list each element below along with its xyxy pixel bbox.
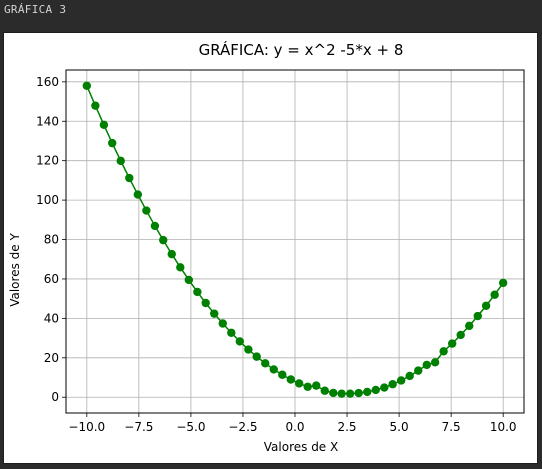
data-point [473, 311, 482, 321]
data-point [142, 206, 151, 215]
y-tick-label: 140 [36, 114, 59, 128]
data-point [210, 309, 219, 318]
x-axis-label: Valores de X [264, 440, 338, 454]
figure-frame: GRÁFICA: y = x^2 -5*x + 8 −10.0 −7.5 −5.0−… [3, 32, 538, 464]
x-axis-ticks: −10.0 −7.5 −5.0 −2.5 0.0 2.5 5.0 7.5 10.0 [68, 413, 517, 434]
data-point [380, 383, 389, 392]
data-point [218, 319, 227, 328]
data-point [456, 330, 465, 340]
data-point [294, 379, 304, 388]
data-point [354, 388, 363, 398]
grid-lines [66, 70, 524, 413]
data-point [261, 359, 270, 368]
y-axis-label: Valores de Y [8, 233, 22, 307]
data-point [278, 370, 287, 379]
x-tick-label: −7.5 [124, 420, 153, 434]
y-tick-label: 40 [44, 311, 59, 325]
data-point [235, 337, 245, 346]
data-point [227, 328, 236, 337]
data-point [329, 388, 338, 398]
data-point [201, 298, 210, 308]
data-point [91, 101, 100, 110]
data-point [167, 249, 176, 259]
data-point [193, 287, 202, 297]
y-tick-label: 20 [44, 351, 59, 365]
data-point [337, 389, 346, 398]
data-point [371, 385, 380, 395]
y-tick-label: 80 [44, 233, 59, 247]
data-point [396, 376, 406, 385]
data-point [252, 352, 261, 361]
y-tick-label: 120 [36, 154, 59, 168]
data-point [312, 381, 321, 390]
data-point [303, 382, 312, 391]
y-tick-label: 100 [36, 193, 59, 207]
data-point [490, 290, 499, 299]
data-point [150, 221, 160, 231]
data-point [159, 235, 168, 245]
data-point [345, 389, 355, 398]
x-tick-label: −5.0 [176, 420, 205, 434]
data-point [108, 138, 117, 148]
data-point [244, 345, 253, 354]
data-point [176, 263, 185, 272]
x-tick-label: 2.5 [337, 420, 356, 434]
x-tick-label: 7.5 [442, 420, 461, 434]
data-point [99, 120, 109, 130]
data-point [286, 375, 296, 384]
chart-title: GRÁFICA: y = x^2 -5*x + 8 [199, 40, 404, 59]
data-point [405, 371, 414, 381]
data-point [320, 386, 329, 395]
data-point [422, 360, 431, 370]
data-point [498, 278, 508, 288]
data-point [430, 358, 440, 367]
data-point [439, 347, 448, 356]
data-point [414, 366, 423, 375]
data-point [116, 156, 125, 166]
y-axis-ticks: 0 20 40 60 80 100 120 140 160 [36, 75, 66, 404]
window-title: GRÁFICA 3 [4, 3, 67, 16]
data-point [269, 365, 278, 374]
data-markers-layer [82, 81, 508, 398]
data-point [388, 380, 397, 389]
data-point [447, 339, 457, 348]
y-tick-label: 160 [36, 75, 59, 89]
chart-svg: GRÁFICA: y = x^2 -5*x + 8 −10.0 −7.5 −5.0−… [8, 40, 525, 454]
data-point [481, 301, 491, 310]
x-tick-label: 5.0 [390, 420, 409, 434]
x-tick-label: −10.0 [68, 420, 105, 434]
data-point [363, 387, 372, 397]
data-point [133, 190, 143, 199]
data-point [82, 81, 92, 90]
x-tick-label: −2.5 [228, 420, 257, 434]
data-point [125, 173, 134, 183]
data-point [465, 321, 474, 331]
y-tick-label: 60 [44, 272, 59, 286]
y-tick-label: 0 [51, 390, 59, 404]
x-tick-label: 0.0 [285, 420, 304, 434]
data-point [184, 275, 194, 285]
x-tick-label: 10.0 [490, 420, 517, 434]
